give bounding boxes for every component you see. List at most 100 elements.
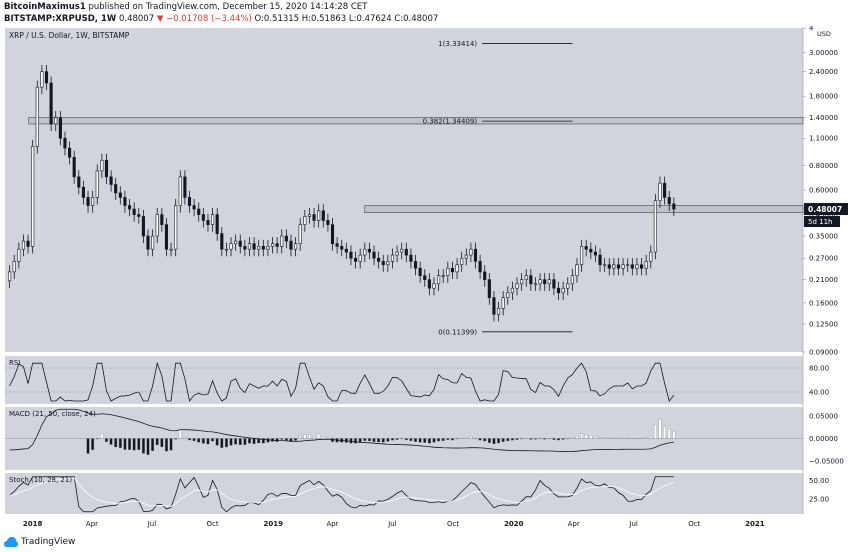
macd-histogram-bar	[317, 433, 321, 439]
macd-histogram-bar	[211, 438, 214, 442]
macd-histogram-bar	[137, 438, 141, 450]
candle-body	[552, 279, 556, 289]
candle-body	[658, 182, 662, 201]
macd-histogram-bar	[469, 436, 473, 439]
candle	[224, 242, 228, 257]
usd-unit-label: USD	[817, 30, 831, 38]
candle	[607, 258, 611, 276]
macd-histogram-bar	[220, 438, 224, 448]
candle-body	[593, 251, 597, 256]
candle	[40, 65, 44, 95]
candle-body	[520, 279, 524, 285]
symbol-line: BITSTAMP:XRPUSD, 1W 0.48007 ▼ −0.01708 (…	[4, 14, 438, 24]
time-tick-label: Jul	[387, 520, 397, 528]
candle	[326, 213, 330, 232]
time-tick-label: Jul	[147, 520, 157, 528]
macd-histogram-bar	[284, 438, 288, 441]
candle	[280, 229, 284, 254]
macd-histogram-bar	[91, 438, 95, 450]
macd-histogram-bar	[557, 438, 560, 441]
macd-histogram-bar	[294, 438, 298, 441]
macd-histogram-bar	[308, 434, 311, 439]
candle	[377, 251, 381, 269]
candle-body	[243, 246, 247, 250]
candle	[123, 190, 127, 213]
candle	[234, 234, 238, 251]
candle	[247, 237, 252, 257]
candle-body	[386, 261, 390, 266]
macd-histogram-bar	[229, 438, 233, 446]
candle	[141, 209, 145, 244]
candle	[584, 239, 588, 257]
candle-body	[326, 220, 330, 225]
candle	[598, 248, 602, 272]
candle	[307, 207, 312, 224]
candle-body	[667, 197, 671, 205]
candle-body	[395, 251, 399, 256]
price-axis-bg	[803, 26, 850, 516]
candle-body	[8, 271, 12, 282]
candle-body	[229, 243, 233, 250]
candle-body	[21, 240, 26, 250]
candle	[469, 242, 473, 263]
candle	[77, 170, 81, 195]
fib-label: 1(3.33414)	[438, 40, 477, 48]
author-name[interactable]: BitcoinMaximus1	[4, 2, 86, 12]
macd-histogram-bar	[326, 437, 330, 439]
macd-histogram-bar	[192, 438, 196, 442]
candle	[589, 242, 593, 260]
macd-histogram-bar	[427, 438, 431, 444]
candle-body	[349, 251, 353, 259]
candle	[298, 218, 302, 251]
candle-body	[280, 235, 284, 247]
candle	[127, 198, 132, 217]
macd-histogram-bar	[100, 433, 104, 439]
macd-tick-label: −0.05000	[809, 458, 844, 466]
candle-body	[178, 176, 182, 206]
candle-body	[123, 197, 127, 206]
candle-body	[238, 240, 242, 247]
macd-histogram-bar	[174, 438, 178, 440]
candle	[501, 291, 505, 316]
candle	[663, 176, 667, 205]
price-pane	[5, 28, 803, 352]
candle	[8, 265, 12, 288]
macd-histogram-bar	[372, 438, 376, 442]
price-tick-label: 0.16000	[809, 299, 838, 307]
macd-histogram-bar	[460, 437, 464, 439]
candle	[363, 242, 367, 263]
candle-body	[510, 287, 514, 294]
candle-body	[469, 248, 473, 256]
macd-histogram-bar	[580, 433, 584, 439]
candle-body	[160, 214, 164, 225]
candle	[381, 254, 385, 272]
candle	[630, 258, 634, 276]
candle-body	[220, 233, 224, 250]
rsi-tick-label: 80.00	[809, 365, 829, 373]
macd-histogram-bar	[653, 424, 657, 439]
candle-body	[187, 197, 192, 206]
macd-histogram-bar	[663, 425, 667, 439]
stoch-label: Stoch (10, 28, 21)	[9, 476, 72, 484]
candle	[58, 111, 62, 146]
candle-body	[100, 159, 104, 172]
candle-body	[266, 246, 270, 250]
macd-histogram-bar	[165, 438, 168, 452]
rsi-pane	[5, 356, 803, 404]
candle-body	[26, 240, 30, 247]
candle	[520, 273, 524, 291]
tradingview-logo[interactable]: TradingView	[4, 536, 75, 548]
macd-histogram-bar	[534, 438, 537, 440]
candle-body	[169, 248, 173, 251]
candle-body	[54, 117, 58, 125]
candle-body	[561, 287, 565, 294]
candle-body	[556, 287, 561, 294]
candle-body	[570, 275, 574, 285]
candle-body	[49, 82, 53, 125]
candle-body	[40, 71, 44, 88]
candle-body	[257, 246, 261, 250]
last-price-label: 0.48007	[808, 205, 842, 214]
candle	[464, 248, 468, 266]
candle	[49, 76, 53, 132]
